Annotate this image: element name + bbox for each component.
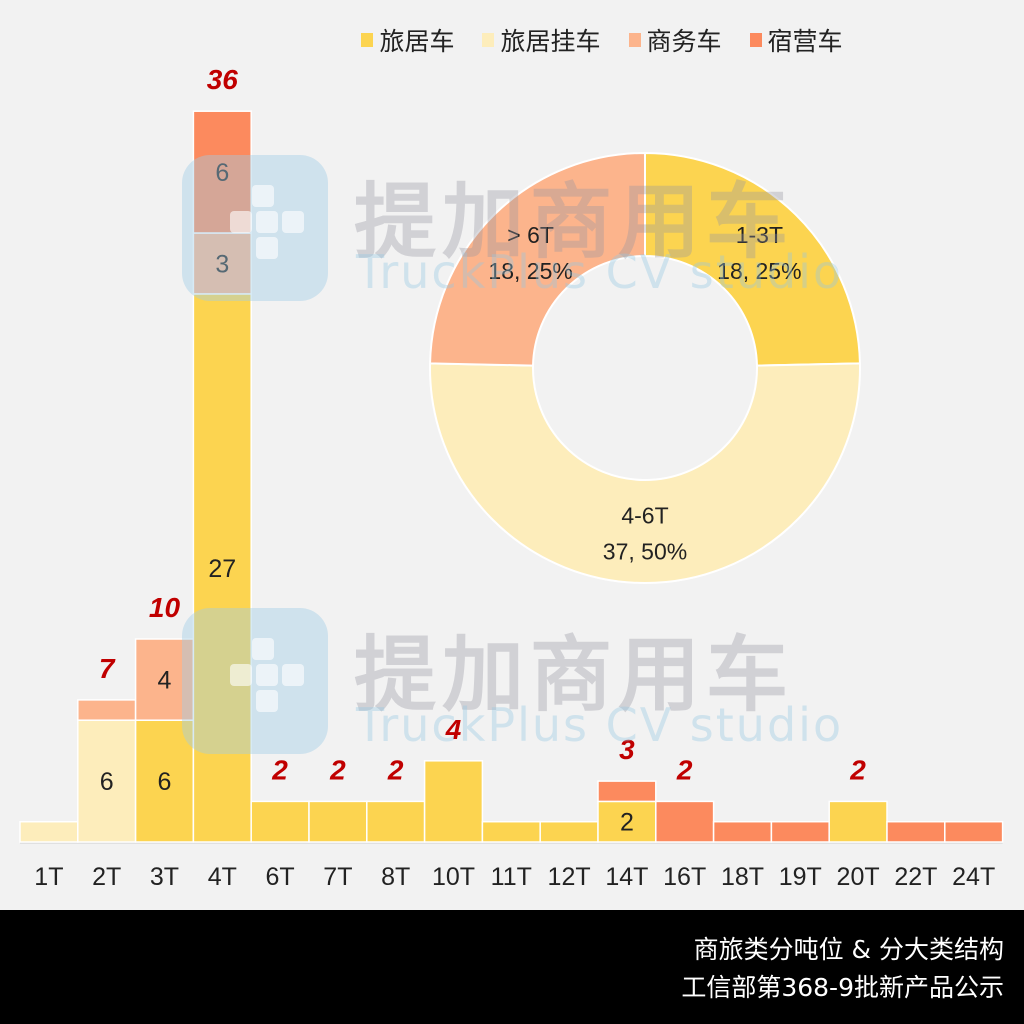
x-tick-label: 6T (266, 863, 295, 891)
x-tick-label: 4T (208, 863, 237, 891)
bar-10T: 4 10T (423, 714, 484, 891)
total-value-label: 10 (149, 592, 181, 623)
x-tick-label: 12T (548, 863, 591, 891)
bar-segment (192, 232, 252, 295)
bar-2T: 6 7 2T (77, 653, 137, 891)
bar-14T: 2 3 14T (597, 734, 657, 891)
chart-legend: 旅居车 旅居挂车 商务车 宿营车 (0, 22, 1024, 58)
legend-label: 旅居挂车 (500, 27, 601, 56)
bar-1T: 1T (19, 820, 79, 891)
x-tick-label: 14T (605, 863, 648, 891)
x-tick-label: 3T (150, 863, 179, 891)
total-value-label: 2 (329, 754, 346, 785)
bar-segment (423, 760, 484, 843)
legend-item-business: 商务车 (628, 22, 722, 58)
x-tick-label: 8T (381, 863, 410, 891)
bar-24T: 24T (944, 820, 1004, 891)
donut-chart: 1-3T 18, 25% 4-6T 37, 50% > 6T 18, 25% (429, 151, 861, 584)
total-value-label: 2 (271, 754, 288, 785)
x-tick-label: 18T (721, 863, 764, 891)
legend-item-camper: 宿营车 (749, 22, 843, 58)
donut-slice-value: 37, 50% (603, 539, 687, 565)
x-tick-label: 20T (837, 863, 880, 891)
legend-label: 旅居车 (379, 27, 455, 56)
total-value-label: 2 (676, 754, 693, 785)
bar-3T: 6 4 10 3T (134, 592, 195, 891)
legend-swatch-camper (749, 33, 762, 47)
segment-value-label: 6 (215, 159, 229, 187)
donut-slice (644, 151, 861, 367)
bar-segment (944, 820, 1004, 843)
donut-slice-label: 1-3T (736, 222, 783, 248)
x-tick-label: 1T (34, 863, 63, 891)
bar-segment (308, 800, 368, 843)
donut-slice (429, 151, 646, 367)
bar-6T: 2 6T (250, 754, 310, 891)
bar-20T: 2 20T (828, 754, 888, 891)
legend-swatch-business (628, 33, 641, 47)
segment-value-label: 4 (158, 667, 172, 695)
footer-subtitle: 工信部第368-9批新产品公示 (681, 973, 1004, 1002)
donut-slice-value: 18, 25% (488, 258, 572, 284)
segment-value-label: 27 (208, 555, 236, 583)
bar-segment (77, 719, 137, 843)
donut-slice-value: 18, 25% (717, 258, 801, 284)
bar-7T: 2 7T (308, 754, 368, 891)
total-value-label: 2 (387, 754, 404, 785)
legend-label: 宿营车 (767, 27, 843, 56)
legend-label: 商务车 (646, 27, 722, 56)
x-tick-label: 16T (663, 863, 706, 891)
total-value-label: 3 (619, 734, 635, 765)
bar-segment (828, 800, 888, 843)
legend-swatch-rv (361, 33, 374, 47)
segment-value-label: 6 (100, 768, 114, 796)
x-tick-label: 7T (323, 863, 352, 891)
bar-11T: 11T (481, 820, 541, 891)
donut-slice-label: 4-6T (621, 503, 668, 529)
bar-segment (192, 293, 252, 843)
x-tick-label: 24T (952, 863, 995, 891)
legend-item-rv: 旅居车 (361, 22, 454, 58)
bar-segment (366, 800, 426, 843)
legend-item-trailer: 旅居挂车 (482, 22, 601, 58)
footer-title: 商旅类分吨位 & 分大类结构 (693, 935, 1004, 964)
segment-value-label: 6 (158, 768, 172, 796)
x-tick-label: 19T (779, 863, 822, 891)
footer-banner: 商旅类分吨位 & 分大类结构 工信部第368-9批新产品公示 (0, 910, 1024, 1024)
x-tick-label: 22T (894, 863, 937, 891)
donut-slice (429, 362, 861, 584)
x-tick-label: 11T (491, 863, 532, 891)
chart-area: 1T 6 7 2T 6 4 10 3T 27 3 6 36 4T 2 6T 2 7T 2 8T 4 10T 11T 12T 2… (19, 64, 1004, 891)
total-value-label: 2 (849, 754, 866, 785)
bar-19T: 19T (770, 820, 830, 891)
bar-12T: 12T (539, 820, 599, 891)
bar-segment (250, 800, 310, 843)
donut-slice-label: > 6T (507, 222, 554, 248)
total-value-label: 7 (99, 653, 116, 684)
total-value-label: 4 (445, 714, 462, 745)
segment-value-label: 2 (620, 809, 634, 837)
bar-22T: 22T (886, 820, 946, 891)
x-tick-label: 10T (432, 863, 475, 891)
bar-segment (597, 780, 657, 803)
bar-18T: 18T (712, 820, 773, 891)
segment-value-label: 3 (215, 250, 229, 278)
legend-swatch-trailer (482, 33, 495, 47)
bar-8T: 2 8T (366, 754, 426, 891)
total-value-label: 36 (207, 64, 239, 95)
x-tick-label: 2T (92, 863, 121, 891)
